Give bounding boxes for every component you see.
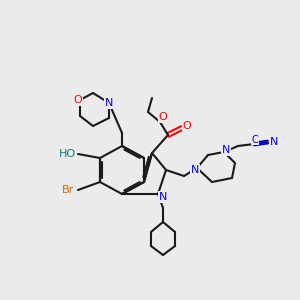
- Text: HO: HO: [59, 149, 76, 159]
- Text: Br: Br: [62, 185, 74, 195]
- Text: N: N: [191, 165, 199, 175]
- Text: N: N: [222, 145, 230, 155]
- Text: O: O: [74, 95, 82, 105]
- Text: N: N: [159, 192, 167, 202]
- Text: O: O: [183, 121, 191, 131]
- Text: C: C: [252, 135, 258, 145]
- Text: N: N: [270, 137, 278, 147]
- Text: N: N: [105, 98, 113, 108]
- Text: O: O: [159, 112, 167, 122]
